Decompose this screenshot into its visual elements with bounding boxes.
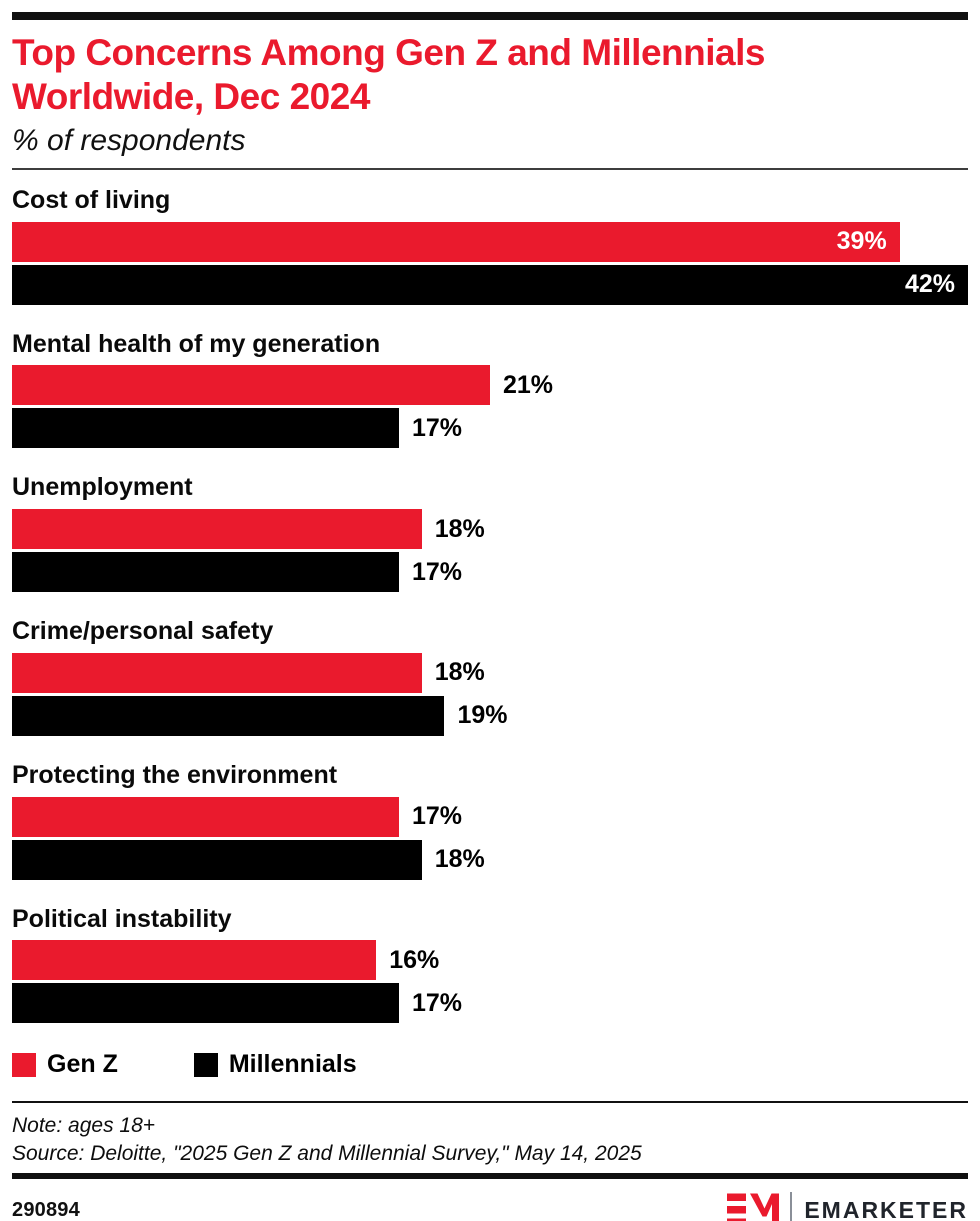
bar-row-gen-z: 16% <box>12 940 968 981</box>
gen-z-bar <box>12 796 399 837</box>
value-label: 17% <box>411 413 462 442</box>
value-label: 42% <box>904 270 955 299</box>
millennials-bar: 42% <box>12 264 968 305</box>
legend-label-gen-z: Gen Z <box>47 1050 118 1079</box>
category-label: Protecting the environment <box>12 760 338 789</box>
bar-row-gen-z: 18% <box>12 509 968 550</box>
gen-z-bar: 39% <box>12 221 900 262</box>
bar-row-millennials: 17% <box>12 983 968 1024</box>
bar-group: Unemployment 18% 17% <box>12 473 968 593</box>
em-monogram-icon <box>727 1193 780 1221</box>
bar-row-millennials: 18% <box>12 839 968 880</box>
footer: 290894 EMARKETER <box>12 1192 968 1221</box>
header-divider <box>12 167 968 170</box>
millennials-bar <box>12 408 399 449</box>
chart-subtitle: % of respondents <box>12 123 246 157</box>
gen-z-bar <box>12 509 422 550</box>
category-label: Unemployment <box>12 473 193 502</box>
logo-divider <box>790 1192 793 1221</box>
bar-group: Mental health of my generation 21% 17% <box>12 330 968 449</box>
page-title: Top Concerns Among Gen Z and Millennials… <box>12 32 765 118</box>
bar-row-millennials: 17% <box>12 408 968 449</box>
value-label: 17% <box>411 557 462 586</box>
notes-block: Note: ages 18+ Source: Deloitte, "2025 G… <box>12 1112 968 1168</box>
emarketer-wordmark: EMARKETER <box>804 1196 968 1221</box>
bar-row-millennials: 42% <box>12 264 968 305</box>
millennials-bar <box>12 695 445 736</box>
value-label: 19% <box>457 701 508 730</box>
legend-label-millennials: Millennials <box>228 1050 357 1079</box>
bar-row-gen-z: 21% <box>12 365 968 406</box>
bar-chart: Cost of living 39% 42% Mental health of my … <box>12 186 968 1024</box>
category-label: Political instability <box>12 904 232 933</box>
value-label: 17% <box>411 802 462 831</box>
bar-group: Political instability 16% 17% <box>12 905 968 1024</box>
millennials-bar <box>12 983 399 1024</box>
millennials-bar <box>12 552 399 593</box>
emarketer-logo: EMARKETER <box>726 1192 968 1221</box>
value-label: 16% <box>389 945 440 974</box>
value-label: 17% <box>411 988 462 1017</box>
note-text: Note: ages 18+ <box>12 1114 156 1138</box>
value-label: 39% <box>836 227 887 256</box>
chart-legend: Gen Z Millennials <box>12 1050 968 1079</box>
category-label: Cost of living <box>12 185 171 214</box>
legend-item-millennials: Millennials <box>193 1050 357 1079</box>
category-label: Mental health of my generation <box>12 329 381 358</box>
value-label: 18% <box>434 658 485 687</box>
bar-row-millennials: 19% <box>12 695 968 736</box>
bar-group: Protecting the environment 17% 18% <box>12 761 968 880</box>
gen-z-color-swatch <box>12 1052 36 1077</box>
millennials-color-swatch <box>193 1052 218 1077</box>
bar-group: Crime/personal safety 18% 19% <box>12 617 968 736</box>
source-text: Source: Deloitte, "2025 Gen Z and Millen… <box>12 1142 642 1166</box>
chart-id: 290894 <box>12 1198 80 1221</box>
bar-row-millennials: 17% <box>12 552 968 593</box>
gen-z-bar <box>12 940 377 981</box>
gen-z-bar <box>12 365 490 406</box>
bar-row-gen-z: 17% <box>12 796 968 837</box>
bar-row-gen-z: 39% <box>12 221 968 262</box>
bar-group: Cost of living 39% 42% <box>12 186 968 305</box>
notes-divider <box>12 1101 968 1104</box>
value-label: 21% <box>503 370 554 399</box>
legend-item-gen-z: Gen Z <box>12 1050 118 1079</box>
footer-divider <box>12 1173 968 1180</box>
category-label: Crime/personal safety <box>12 617 274 646</box>
top-accent-bar <box>12 12 968 20</box>
millennials-bar <box>12 839 422 880</box>
value-label: 18% <box>434 514 485 543</box>
value-label: 18% <box>434 845 485 874</box>
gen-z-bar <box>12 652 422 693</box>
bar-row-gen-z: 18% <box>12 652 968 693</box>
